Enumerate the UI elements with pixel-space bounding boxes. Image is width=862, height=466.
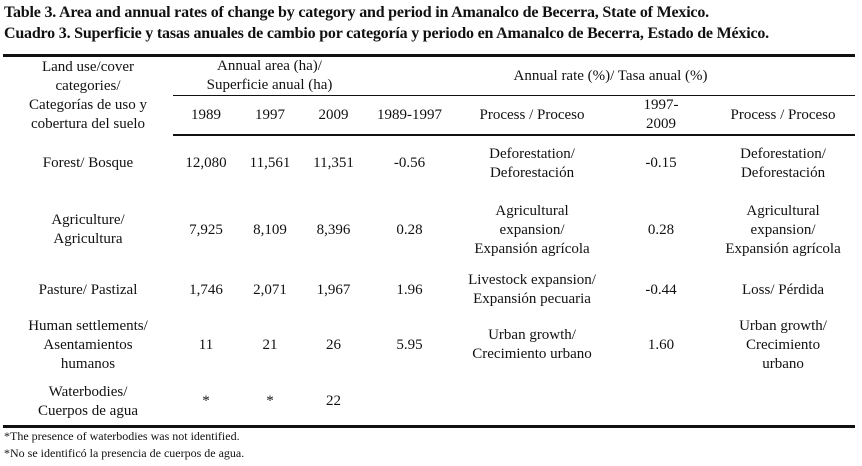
cell-process-1997-2009 <box>711 379 856 428</box>
table-row: Pasture/ Pastizal 1,746 2,071 1,967 1.96 Live… <box>3 269 855 311</box>
cell-area-2009: 8,396 <box>316 221 351 238</box>
cell-process-1989-1997: Livestock expansion/Expansión pecuaria <box>453 269 611 311</box>
table-title-es: Cuadro 3. Superficie y tasas anuales de … <box>4 25 769 42</box>
cell-process-1989-1997-line: Expansión agrícola <box>474 240 590 257</box>
cell-process-1997-2009-line: Deforestación <box>740 164 826 181</box>
col-2009: 2009 <box>301 95 367 136</box>
cell-process-1997-2009-line: Deforestation/ <box>740 145 826 162</box>
cell-area-1997: 8,109 <box>253 221 287 238</box>
cell-rate-1997-2009: 1.60 <box>647 336 675 353</box>
header-category-line: categories/ <box>55 78 121 94</box>
cell-area-1989: * <box>173 379 239 428</box>
col-1997-2009: 1997- 2009 <box>611 95 712 136</box>
cell-area-1989: 7,925 <box>189 221 223 238</box>
footnote-es: *No se identificó la presencia de cuerpo… <box>4 446 245 460</box>
cell-category-line: Pasture/ Pastizal <box>38 281 138 298</box>
table-row: Waterbodies/Cuerpos de agua * * 22 <box>3 379 856 428</box>
col-1997-2009-line1: 1997- <box>643 97 679 113</box>
header-annual-area: Annual area (ha)/ Superficie anual (ha) <box>173 54 367 96</box>
header-category-line: cobertura del suelo <box>30 116 146 132</box>
cell-process-1989-1997-line: Deforestation/ <box>489 145 575 162</box>
cell-process-1997-2009: Deforestation/Deforestación <box>711 135 855 191</box>
cell-area-2009: 22 <box>301 379 367 428</box>
cell-process-1997-2009: Urban growth/Crecimiento urbano <box>711 311 855 379</box>
col-1989: 1989 <box>173 95 239 136</box>
cell-process-1997-2009-line: Urban growth/ <box>739 317 827 334</box>
cell-rate-1997-2009: -0.44 <box>645 281 677 298</box>
cell-process-1989-1997-line: Urban growth/ <box>488 327 576 343</box>
table-row: Agriculture/Agricultura 7,925 8,109 8,396 0.… <box>3 191 855 269</box>
cell-rate-1989-1997 <box>366 379 454 428</box>
cell-process-1989-1997-line: Crecimiento urbano <box>472 346 592 362</box>
cell-category-line: Cuerpos de agua <box>38 402 138 419</box>
table-title-en: Table 3. Area and annual rates of change… <box>4 4 709 21</box>
cell-process-1989-1997: Deforestation/Deforestación <box>453 135 611 191</box>
cell-rate-1989-1997: 1.96 <box>396 281 423 298</box>
header-annual-area-line: Annual area (ha)/ <box>217 58 322 74</box>
cell-process-1997-2009-line: Crecimiento <box>745 336 821 353</box>
cell-process-1997-2009-line: expansion/ <box>750 221 816 238</box>
cell-process-1989-1997: Urban growth/Crecimiento urbano <box>453 311 611 379</box>
table-row: Human settlements/Asentamientos humanos 11… <box>3 311 855 379</box>
cell-process-1989-1997-line: Deforestación <box>489 164 575 181</box>
cell-process-1989-1997-line: Agricultural <box>495 202 569 219</box>
data-table: Land use/cover categories/Categorías de u… <box>3 54 856 428</box>
cell-process-1997-2009: Agricultural expansion/Expansión agrícola <box>711 191 855 269</box>
cell-category: Human settlements/Asentamientos humanos <box>3 311 173 379</box>
header-annual-rate: Annual rate (%)/ Tasa anual (%) <box>366 54 856 96</box>
cell-category: Waterbodies/Cuerpos de agua <box>3 379 173 428</box>
cell-area-2009: 11,351 <box>313 155 354 171</box>
header-category: Land use/cover categories/Categorías de u… <box>3 54 173 135</box>
table-row: Forest/ Bosque 12,080 11,561 11,351 -0.56 Def… <box>3 135 855 191</box>
cell-category-line: Asentamientos <box>43 336 133 353</box>
header-annual-area-line: Superficie anual (ha) <box>206 77 333 93</box>
cell-category-line: Forest/ Bosque <box>42 154 134 171</box>
cell-area-2009: 26 <box>326 336 342 353</box>
cell-category-line: humanos <box>60 355 116 372</box>
cell-rate-1989-1997: 0.28 <box>396 221 423 238</box>
cell-process-1997-2009-line: Agricultural <box>746 202 820 219</box>
cell-area-1997: * <box>239 379 301 428</box>
col-1989-1997: 1989-1997 <box>366 95 454 136</box>
cell-process-1997-2009-line: Expansión agrícola <box>725 240 841 257</box>
cell-area-1989: 1,746 <box>189 281 223 298</box>
cell-process-1989-1997: Agricultural expansion/Expansión agrícola <box>453 191 611 269</box>
cell-area-1997: 11,561 <box>249 155 291 171</box>
cell-category-line: Agriculture/ <box>51 212 125 228</box>
header-category-line: Categorías de uso y <box>29 97 147 113</box>
cell-process-1989-1997-line: Livestock expansion/ <box>468 272 596 288</box>
header-category-line: Land use/cover <box>41 59 135 75</box>
cell-rate-1997-2009: -0.15 <box>645 155 677 171</box>
footnote-en: *The presence of waterbodies was not ide… <box>4 429 240 443</box>
cell-area-1989: 11 <box>198 336 214 353</box>
cell-category: Forest/ Bosque <box>3 135 173 191</box>
cell-category-line: Agricultura <box>53 231 123 247</box>
cell-category: Agriculture/Agricultura <box>3 191 173 269</box>
cell-area-1997: 21 <box>262 336 278 353</box>
cell-category: Pasture/ Pastizal <box>3 269 173 311</box>
cell-area-1997: 2,071 <box>253 281 287 298</box>
cell-area-2009: 1,967 <box>316 281 351 298</box>
cell-process-1989-1997 <box>453 379 612 428</box>
cell-process-1989-1997-line: expansion/ <box>499 221 565 238</box>
cell-category-line: Waterbodies/ <box>48 383 128 400</box>
cell-rate-1997-2009 <box>611 379 712 428</box>
col-process-1: Process / Proceso <box>453 95 612 136</box>
cell-category-line: Human settlements/ <box>28 317 148 334</box>
col-process-2: Process / Proceso <box>711 95 856 136</box>
cell-rate-1989-1997: 5.95 <box>396 336 423 353</box>
cell-rate-1989-1997: -0.56 <box>393 155 426 171</box>
cell-process-1997-2009-line: urbano <box>762 355 804 372</box>
cell-rate-1997-2009: 0.28 <box>647 221 675 238</box>
cell-process-1997-2009-line: Loss/ Pérdida <box>742 281 825 298</box>
col-1997-2009-line2: 2009 <box>646 116 677 132</box>
col-1997: 1997 <box>239 95 301 136</box>
cell-area-1989: 12,080 <box>185 155 227 171</box>
cell-process-1989-1997-line: Expansión pecuaria <box>473 291 591 307</box>
cell-process-1997-2009: Loss/ Pérdida <box>711 269 855 311</box>
